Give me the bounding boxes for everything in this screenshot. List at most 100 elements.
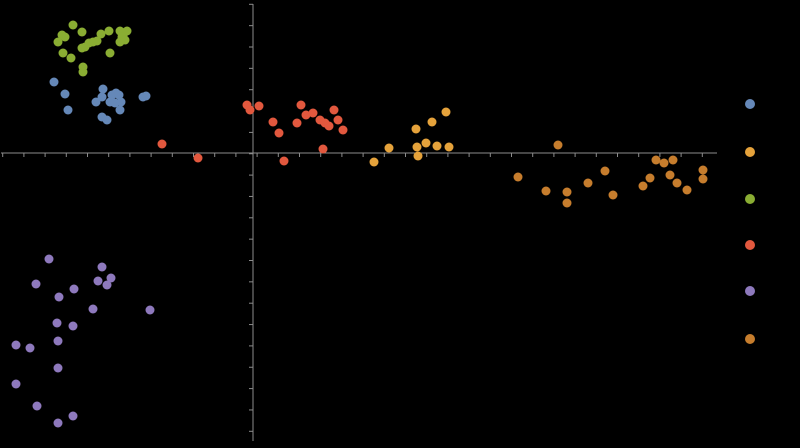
data-point-purple-cluster	[97, 262, 107, 272]
data-point-red-cluster	[279, 156, 289, 166]
data-point-green-cluster	[60, 32, 70, 42]
data-point-purple-cluster	[145, 305, 155, 315]
data-point-gold-cluster	[411, 124, 421, 134]
data-point-red-cluster	[333, 115, 343, 125]
data-point-purple-cluster	[68, 411, 78, 421]
data-point-green-cluster	[53, 37, 63, 47]
data-point-orange-cluster	[562, 187, 572, 197]
data-point-orange-cluster	[583, 178, 593, 188]
data-point-purple-cluster	[44, 254, 54, 264]
data-point-blue-cluster	[141, 91, 151, 101]
data-point-green-cluster	[68, 20, 78, 30]
data-point-red-cluster	[292, 118, 302, 128]
data-point-orange-cluster	[608, 190, 618, 200]
data-point-orange-cluster	[698, 174, 708, 184]
data-point-green-cluster	[77, 43, 87, 53]
data-point-gold-cluster	[427, 117, 437, 127]
data-point-gold-cluster	[432, 141, 442, 151]
data-point-purple-cluster	[25, 343, 35, 353]
series-purple-cluster	[11, 254, 155, 428]
data-point-blue-cluster	[60, 89, 70, 99]
data-point-gold-cluster	[444, 142, 454, 152]
data-point-blue-cluster	[116, 97, 126, 107]
data-point-orange-cluster	[513, 172, 523, 182]
data-point-orange-cluster	[698, 165, 708, 175]
data-point-blue-cluster	[102, 115, 112, 125]
data-point-purple-cluster	[11, 379, 21, 389]
data-point-red-cluster	[193, 153, 203, 163]
data-point-blue-cluster	[63, 105, 73, 115]
data-point-purple-cluster	[32, 401, 42, 411]
data-point-blue-cluster	[114, 90, 124, 100]
data-point-red-cluster	[268, 117, 278, 127]
data-point-orange-cluster	[562, 198, 572, 208]
data-point-orange-cluster	[668, 155, 678, 165]
data-point-gold-cluster	[441, 107, 451, 117]
data-point-gold-cluster	[384, 143, 394, 153]
data-point-gold-cluster	[421, 138, 431, 148]
data-point-orange-cluster	[541, 186, 551, 196]
data-point-purple-cluster	[106, 273, 116, 283]
data-point-green-cluster	[122, 26, 132, 36]
series-orange-cluster	[513, 140, 708, 208]
data-point-gold-cluster	[369, 157, 379, 167]
legend-marker-gold-cluster	[745, 147, 755, 157]
data-point-purple-cluster	[11, 340, 21, 350]
series-gold-cluster	[369, 107, 454, 167]
data-point-purple-cluster	[52, 318, 62, 328]
data-point-purple-cluster	[53, 336, 63, 346]
data-point-green-cluster	[66, 53, 76, 63]
data-point-green-cluster	[104, 26, 114, 36]
data-point-orange-cluster	[651, 155, 661, 165]
data-point-orange-cluster	[672, 178, 682, 188]
legend-marker-red-cluster	[745, 240, 755, 250]
data-point-red-cluster	[318, 144, 328, 154]
data-point-purple-cluster	[54, 292, 64, 302]
data-point-red-cluster	[296, 100, 306, 110]
data-point-green-cluster	[58, 48, 68, 58]
data-point-orange-cluster	[553, 140, 563, 150]
data-point-purple-cluster	[53, 418, 63, 428]
data-point-red-cluster	[254, 101, 264, 111]
data-point-orange-cluster	[645, 173, 655, 183]
data-point-green-cluster	[78, 67, 88, 77]
legend-marker-green-cluster	[745, 194, 755, 204]
data-point-gold-cluster	[412, 142, 422, 152]
data-point-orange-cluster	[600, 166, 610, 176]
data-point-blue-cluster	[115, 105, 125, 115]
data-point-blue-cluster	[91, 97, 101, 107]
data-point-blue-cluster	[98, 84, 108, 94]
data-point-orange-cluster	[638, 181, 648, 191]
data-point-orange-cluster	[682, 185, 692, 195]
data-point-red-cluster	[308, 108, 318, 118]
data-point-green-cluster	[96, 29, 106, 39]
data-point-purple-cluster	[102, 280, 112, 290]
legend-marker-purple-cluster	[745, 286, 755, 296]
data-point-green-cluster	[77, 27, 87, 37]
data-point-purple-cluster	[69, 284, 79, 294]
data-point-gold-cluster	[413, 151, 423, 161]
data-point-green-cluster	[115, 37, 125, 47]
data-point-green-cluster	[92, 36, 102, 46]
data-point-purple-cluster	[31, 279, 41, 289]
data-point-blue-cluster	[97, 92, 107, 102]
data-point-purple-cluster	[53, 363, 63, 373]
data-point-green-cluster	[105, 48, 115, 58]
data-point-red-cluster	[329, 105, 339, 115]
data-point-orange-cluster	[659, 158, 669, 168]
legend	[745, 99, 755, 344]
data-point-purple-cluster	[68, 321, 78, 331]
data-point-blue-cluster	[49, 77, 59, 87]
data-point-red-cluster	[245, 105, 255, 115]
data-point-red-cluster	[157, 139, 167, 149]
series-blue-cluster	[49, 77, 151, 125]
data-point-purple-cluster	[88, 304, 98, 314]
legend-marker-blue-cluster	[745, 99, 755, 109]
data-point-orange-cluster	[665, 170, 675, 180]
data-point-red-cluster	[324, 121, 334, 131]
data-point-red-cluster	[274, 128, 284, 138]
legend-marker-orange-cluster	[745, 334, 755, 344]
series-green-cluster	[53, 20, 132, 77]
